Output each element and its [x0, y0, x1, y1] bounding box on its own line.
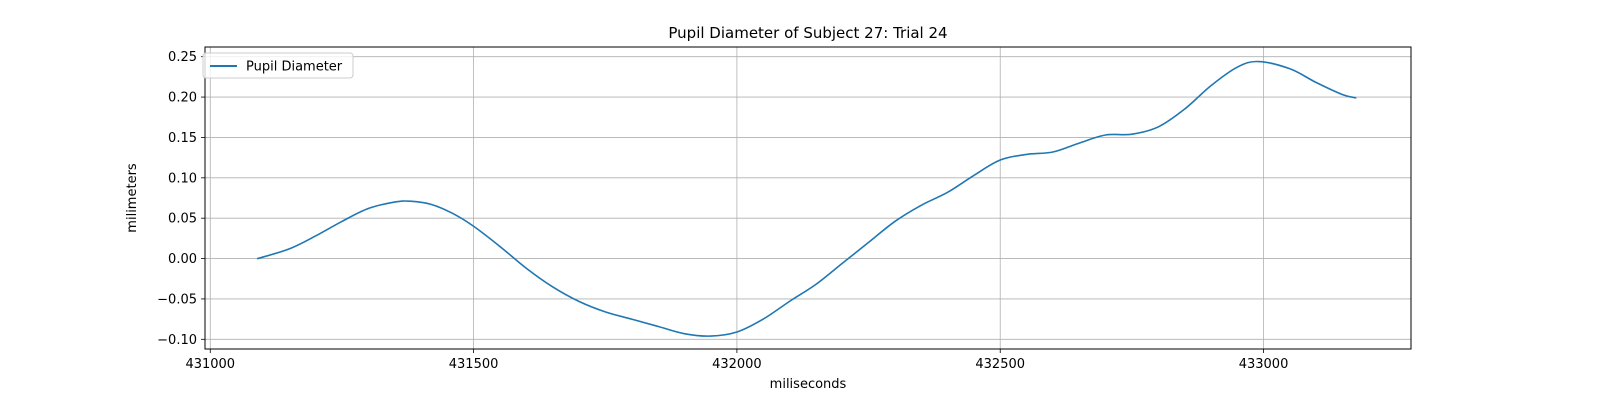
x-tick-label: 432500 [975, 357, 1025, 372]
y-tick-label: 0.15 [168, 131, 197, 146]
series-layer [256, 60, 1357, 337]
grid-layer [205, 47, 1411, 349]
y-tick-label: 0.25 [168, 50, 197, 65]
plot-area-frame [204, 46, 1412, 350]
series-line-pupil-diameter [256, 60, 1357, 337]
x-tick-label: 431000 [185, 357, 235, 372]
y-tick-label: −0.05 [157, 292, 197, 307]
y-tick-label: −0.10 [157, 333, 197, 348]
legend-box [202, 52, 354, 79]
x-tick-label: 433000 [1239, 357, 1289, 372]
legend-label: Pupil Diameter [246, 60, 343, 75]
y-tick-label: 0.10 [168, 171, 197, 186]
y-tick-label: 0.20 [168, 91, 197, 106]
y-axis-label: milimeters [125, 163, 140, 233]
chart-title: Pupil Diameter of Subject 27: Trial 24 [668, 24, 947, 42]
x-axis-label: miliseconds [770, 377, 847, 392]
x-tick-label: 431500 [449, 357, 499, 372]
ticks-layer: 431000 431500 432000 432500 433000 −0.10 −0.05… [157, 50, 1288, 372]
y-tick-label: 0.05 [168, 212, 197, 227]
x-tick-label: 432000 [712, 357, 762, 372]
legend: Pupil Diameter [202, 52, 354, 79]
y-tick-label: 0.00 [168, 252, 197, 267]
